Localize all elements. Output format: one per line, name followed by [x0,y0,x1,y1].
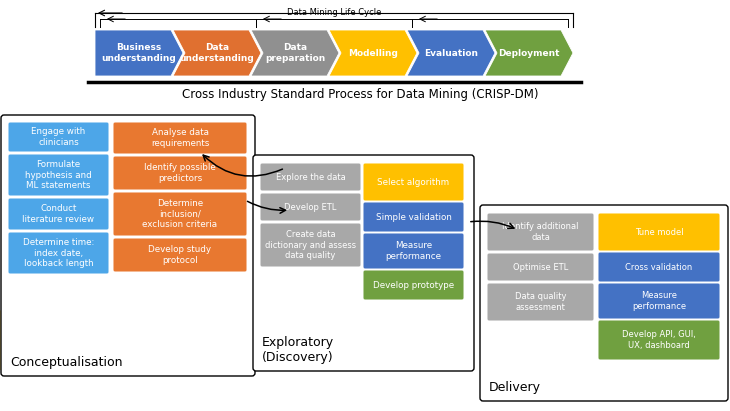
FancyBboxPatch shape [363,163,464,201]
FancyBboxPatch shape [598,320,720,360]
FancyBboxPatch shape [480,205,728,401]
Polygon shape [329,30,417,76]
FancyBboxPatch shape [363,270,464,300]
Text: Engage with
clinicians: Engage with clinicians [31,127,85,147]
Text: Develop API, GUI,
UX, dashboard: Develop API, GUI, UX, dashboard [622,330,696,350]
Text: Determine time:
index date,
lookback length: Determine time: index date, lookback len… [23,238,94,268]
Text: Explore the data: Explore the data [276,173,345,182]
Text: Cross Industry Standard Process for Data Mining (CRISP-DM): Cross Industry Standard Process for Data… [182,88,538,101]
Text: Develop prototype: Develop prototype [373,280,454,289]
Text: Deployment: Deployment [499,48,560,58]
Text: Exploratory
(Discovery): Exploratory (Discovery) [262,336,334,364]
FancyBboxPatch shape [113,156,247,190]
FancyBboxPatch shape [487,253,594,281]
Text: Data
preparation: Data preparation [265,43,325,63]
Text: Develop ETL: Develop ETL [284,203,337,212]
Text: Simple validation: Simple validation [375,212,451,222]
Text: Conceptualisation: Conceptualisation [10,356,123,369]
Polygon shape [485,30,573,76]
Text: Create data
dictionary and assess
data quality: Create data dictionary and assess data q… [265,230,356,260]
Text: Data
understanding: Data understanding [180,43,254,63]
Polygon shape [251,30,339,76]
FancyBboxPatch shape [8,154,109,196]
Text: Identify additional
data: Identify additional data [502,222,579,242]
FancyBboxPatch shape [598,252,720,282]
Text: Data quality
assessment: Data quality assessment [515,292,566,312]
Text: Select algorithm: Select algorithm [377,178,450,187]
Text: Measure
performance: Measure performance [385,241,442,261]
Text: Optimise ETL: Optimise ETL [513,263,568,272]
Text: Identify possible
predictors: Identify possible predictors [144,163,216,183]
Text: Analyse data
requirements: Analyse data requirements [151,128,210,148]
FancyBboxPatch shape [113,192,247,236]
Text: Business
understanding: Business understanding [101,43,177,63]
FancyBboxPatch shape [8,198,109,230]
FancyBboxPatch shape [253,155,474,371]
FancyBboxPatch shape [260,193,361,221]
Text: Cross validation: Cross validation [626,263,693,272]
Text: Determine
inclusion/
exclusion criteria: Determine inclusion/ exclusion criteria [142,199,218,229]
FancyBboxPatch shape [113,238,247,272]
FancyBboxPatch shape [113,122,247,154]
FancyBboxPatch shape [598,213,720,251]
Polygon shape [258,158,318,220]
FancyBboxPatch shape [363,202,464,232]
Text: Evaluation: Evaluation [424,48,478,58]
FancyBboxPatch shape [1,115,255,376]
Polygon shape [173,30,261,76]
Text: Formulate
hypothesis and
ML statements: Formulate hypothesis and ML statements [25,160,92,190]
FancyBboxPatch shape [8,232,109,274]
Text: Develop study
protocol: Develop study protocol [148,245,212,265]
Text: Data Mining Life Cycle: Data Mining Life Cycle [287,8,381,17]
Polygon shape [95,30,183,76]
Polygon shape [565,215,722,375]
Polygon shape [407,30,495,76]
Text: Delivery: Delivery [489,381,541,394]
Polygon shape [0,310,75,370]
FancyBboxPatch shape [487,213,594,251]
Text: Conduct
literature review: Conduct literature review [23,204,94,224]
FancyBboxPatch shape [260,223,361,267]
FancyBboxPatch shape [8,122,109,152]
FancyBboxPatch shape [260,163,361,191]
Text: Tune model: Tune model [634,228,683,236]
FancyBboxPatch shape [598,283,720,319]
FancyBboxPatch shape [487,283,594,321]
FancyBboxPatch shape [363,233,464,269]
Text: Measure
performance: Measure performance [632,291,686,311]
Text: Modelling: Modelling [348,48,398,58]
